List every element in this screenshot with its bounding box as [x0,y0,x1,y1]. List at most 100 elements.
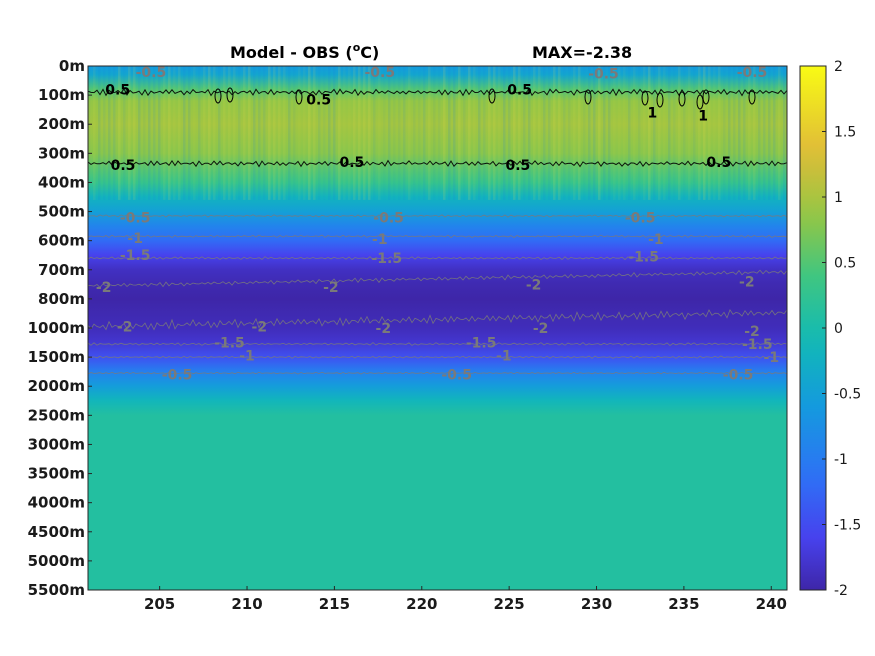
contour-label: -1.5 [742,337,773,353]
contour-loop [702,89,710,105]
texture-streak [343,66,346,200]
texture-streak [728,66,731,200]
texture-streak [208,66,211,200]
texture-streak [148,66,151,200]
contour-label: -0.5 [737,65,768,81]
texture-streak [133,66,136,200]
texture-streak [88,66,91,200]
contour-label: 0.5 [339,155,364,171]
contour-label: -2 [533,321,549,337]
colorbar-tick-label: 0 [834,321,843,337]
texture-streak [663,66,666,200]
texture-streak [488,66,491,200]
heatmap-field [88,66,787,590]
texture-streak [513,66,516,200]
y-tick-label: 5500m [28,581,85,599]
contour-label: -1 [127,231,143,247]
contour-label: 1 [648,106,658,122]
texture-streak [383,66,386,200]
texture-streak [743,66,746,200]
texture-streak [193,66,196,200]
contour-label: -0.5 [625,210,656,226]
texture-streak [198,66,201,200]
chart-title: Model - OBS (oC) [230,41,379,62]
texture-streak [213,66,216,200]
contour-label: -0.5 [588,66,619,82]
contour-label: -2 [96,280,112,296]
colorbar: 2 1.5 1 0.5 0 -0.5 -1 -1.5 -2 [799,59,861,599]
texture-streak [353,66,356,200]
texture-streak [103,66,106,200]
texture-streak [113,66,116,200]
contour-label: -0.5 [373,210,404,226]
contour-label: -2 [252,320,268,336]
contour-labels: 0.50.50.50.5 0.5 0.5 0.51 1-0.5 -0.5 -0.5 -0.5-… [96,65,779,384]
texture-streak [238,66,241,200]
texture-streak [398,66,401,200]
contour-label: -2 [117,320,133,336]
texture-streak [613,66,616,200]
texture-streak [203,66,206,200]
contour-label: -0.5 [723,368,754,384]
texture-streak [583,66,586,200]
texture-streak [128,66,131,200]
texture-streak [693,66,696,200]
contour-label: -1.5 [214,336,245,352]
contour-line [87,214,788,218]
contour-label: 1 [698,109,708,125]
colorbar-tick-label: -1 [834,452,848,468]
texture-streak [278,66,281,200]
x-tick-label: 215 [319,595,350,613]
y-tick-label: 5000m [28,552,85,570]
y-tick-label: 1000m [28,319,85,337]
colorbar-tick-label: 0.5 [834,256,856,272]
texture-streak [453,66,456,200]
contour-label: -0.5 [136,65,167,81]
texture-streak [463,66,466,200]
texture-streak [358,66,361,200]
contour-label: -2 [323,280,339,296]
colorbar-tick-label: -0.5 [834,387,861,403]
texture-streak [448,66,451,200]
texture-streak [718,66,721,200]
texture-streak [118,66,121,200]
contour-label: -1.5 [628,250,659,266]
texture-streak [328,66,331,200]
texture-streak [423,66,426,200]
texture-streak [683,66,686,200]
texture-streak [143,66,146,200]
y-tick-label: 4000m [28,494,85,512]
contour-label: -1.5 [466,336,497,352]
contour-label: -1 [496,349,512,365]
contour-label: -1.5 [371,251,402,267]
max-value-label: MAX=-2.38 [532,43,632,62]
texture-streak [768,66,771,200]
x-tick-label: 220 [406,595,437,613]
texture-streak [433,66,436,200]
y-tick-label: 200m [38,115,85,133]
texture-streak [183,66,186,200]
texture-streak [578,66,581,200]
texture-streak [93,66,96,200]
texture-streak [648,66,651,200]
texture-streak [588,66,591,200]
colorbar-ticks: 2 1.5 1 0.5 0 -0.5 -1 -1.5 -2 [822,59,861,599]
texture-streak [703,66,706,200]
y-tick-label: 2000m [28,377,85,395]
texture-streak [153,66,156,200]
texture-streak [558,66,561,200]
texture-streak [518,66,521,200]
texture-streak [658,66,661,200]
texture-streak [458,66,461,200]
texture-streak [158,66,161,200]
texture-streak [273,66,276,200]
texture-streak [378,66,381,200]
y-tick-label: 600m [38,232,85,250]
contour-line [87,87,788,97]
contour-label: -0.5 [162,368,193,384]
x-tick-label: 230 [581,595,612,613]
colorbar-gradient [799,65,827,591]
texture-streak [338,66,341,200]
texture-streak [233,66,236,200]
heatmap-plot-area: 0.50.50.50.5 0.5 0.5 0.51 1-0.5 -0.5 -0.5 -0.5-… [87,65,788,591]
